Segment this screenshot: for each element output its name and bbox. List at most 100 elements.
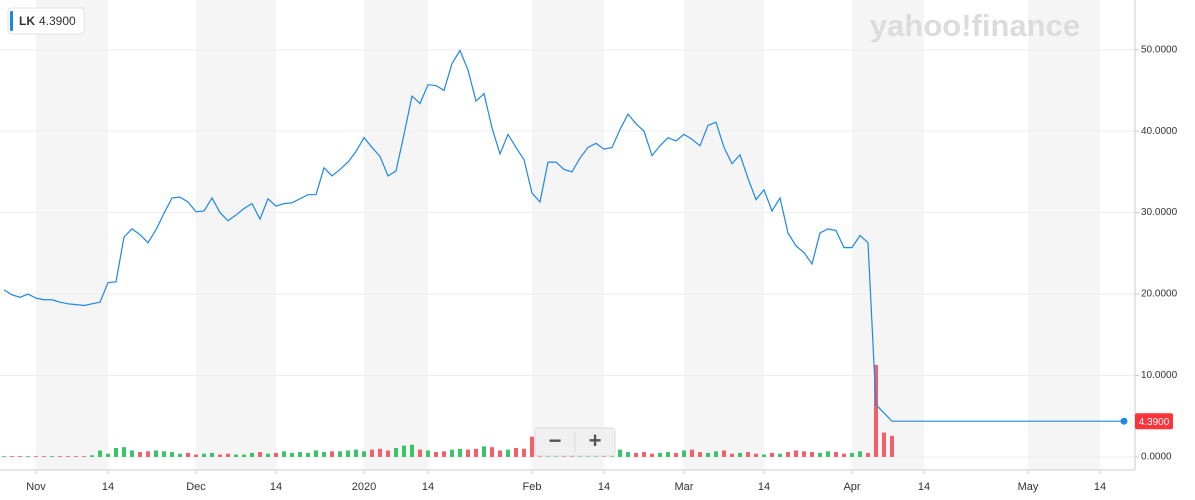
volume-bar (730, 453, 734, 457)
volume-bar (786, 452, 790, 457)
volume-bar (402, 445, 406, 457)
volume-bar (834, 452, 838, 457)
x-tick-label: Feb (523, 481, 542, 493)
volume-bar (450, 449, 454, 457)
y-tick-label: 40.0000 (1141, 126, 1178, 137)
volume-bar (282, 451, 286, 457)
zoom-out[interactable]: − (549, 428, 562, 453)
volume-bar (314, 450, 318, 457)
x-tick-label: Dec (186, 481, 206, 493)
volume-bar (258, 452, 262, 457)
volume-bar (90, 455, 94, 457)
volume-bar (466, 449, 470, 457)
volume-bar (458, 448, 462, 457)
volume-bar (474, 448, 478, 457)
volume-bar (186, 452, 190, 457)
volume-bar (266, 453, 270, 457)
volume-bar (818, 452, 822, 457)
zoom-in[interactable]: + (589, 428, 602, 453)
volume-bar (274, 452, 278, 457)
band (364, 0, 428, 470)
zoom-controls: − + (534, 427, 616, 457)
volume-bar (10, 456, 14, 457)
volume-bar (362, 451, 366, 457)
grid: 0.0000 10.0000 20.0000 30.0000 40.0000 50.000… (0, 44, 1178, 493)
volume-bar (666, 452, 670, 457)
volume-bar (338, 451, 342, 457)
volume-bar (250, 452, 254, 457)
volume-bar (234, 454, 238, 457)
last-price-badge (1135, 413, 1173, 430)
volume-bar (18, 456, 22, 457)
badge-accent (10, 11, 13, 31)
volume-bar (50, 456, 54, 457)
volume-bar (658, 452, 662, 457)
volume-bar (154, 450, 158, 457)
volume-bar (98, 450, 102, 457)
volume-bar (690, 449, 694, 457)
band (1028, 0, 1100, 470)
volume-bar (650, 453, 654, 457)
volume-bar (882, 432, 886, 457)
y-tick-label: 50.0000 (1141, 44, 1178, 55)
band (196, 0, 276, 470)
band (684, 0, 764, 470)
volume-bar (386, 450, 390, 457)
volume-bar (330, 451, 334, 457)
volume-bar (58, 456, 62, 457)
x-tick-label: Mar (675, 481, 694, 493)
volume-bar (714, 451, 718, 457)
y-tick-label: 10.0000 (1141, 370, 1178, 381)
volume-bar (490, 447, 494, 457)
y-tick-label: 20.0000 (1141, 289, 1178, 300)
volume-bar (138, 452, 142, 457)
y-tick-label: 0.0000 (1141, 452, 1172, 463)
volume-bar (114, 448, 118, 457)
volume-bar (762, 454, 766, 457)
volume-bar (698, 452, 702, 457)
x-tick-label: Nov (26, 481, 46, 493)
volume-bar (2, 456, 6, 457)
volume-bar (202, 453, 206, 457)
volume-bar (850, 452, 854, 457)
x-tick-label: 14 (1094, 481, 1106, 493)
volume-bar (130, 450, 134, 457)
volume-bar (418, 449, 422, 457)
volume-bar (146, 451, 150, 457)
volume-bar (170, 452, 174, 457)
volume-bar (122, 447, 126, 457)
last-price-dot (1120, 417, 1128, 425)
x-tick-label: 14 (102, 481, 114, 493)
band (532, 0, 604, 470)
volume-bar (810, 452, 814, 457)
volume-bar (498, 450, 502, 457)
volume-bar (434, 452, 438, 457)
ticker-price: 4.3900 (39, 14, 76, 28)
volume-bar (42, 456, 46, 457)
volume-bar (890, 435, 894, 457)
x-tick-label: Apr (843, 481, 860, 493)
volume-bar (442, 451, 446, 457)
volume-bar (482, 446, 486, 457)
volume-bar (866, 452, 870, 457)
volume-bar (626, 452, 630, 457)
volume-bar (426, 450, 430, 457)
ticker-badge: LK 4.3900 (7, 7, 85, 35)
volume-bar (394, 448, 398, 457)
volume-bar (842, 453, 846, 457)
volume-bar (674, 452, 678, 457)
month-shading (36, 0, 1100, 470)
volume-bar (354, 449, 358, 457)
volume-bar (682, 450, 686, 457)
volume-bar (370, 449, 374, 457)
volume-bar (522, 448, 526, 457)
price-line (3, 49, 893, 422)
volume-bar (66, 456, 70, 457)
watermark: yahoo!finance (870, 8, 1080, 43)
volume-bar (226, 453, 230, 457)
volume-bar (874, 364, 878, 457)
volume-bar (322, 452, 326, 457)
volume-bar (162, 451, 166, 457)
volume-bar (306, 452, 310, 457)
